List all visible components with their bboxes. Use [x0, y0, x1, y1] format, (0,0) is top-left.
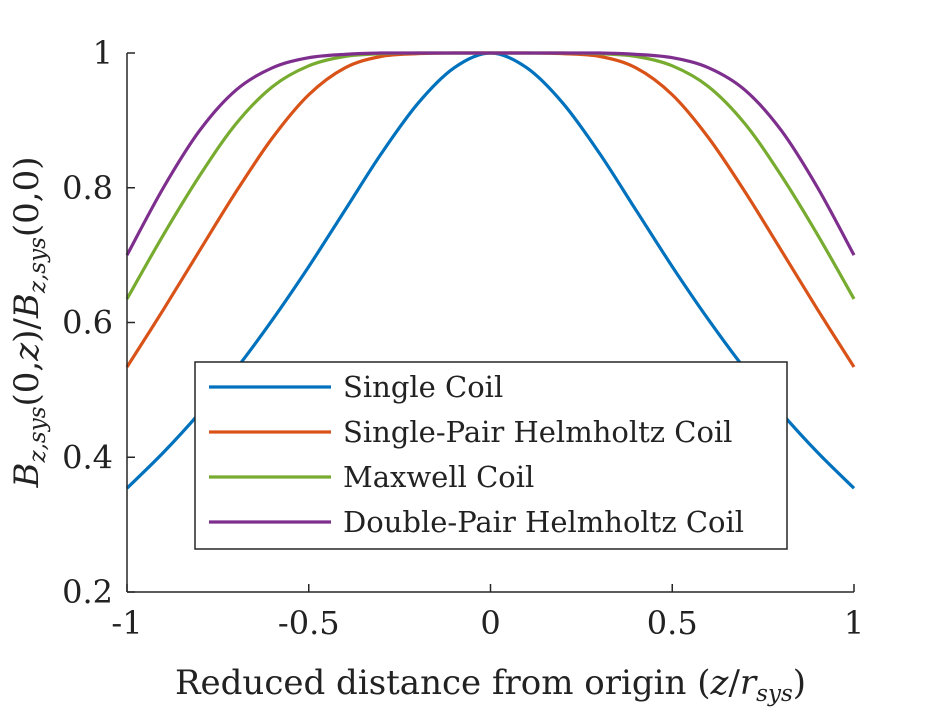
y-tick-label: 0.4 [62, 438, 113, 476]
legend-label: Single Coil [343, 370, 503, 404]
y-tick-label: 0.8 [62, 169, 113, 207]
x-tick-label: 1 [844, 604, 864, 642]
y-tick-label: 0.6 [62, 304, 113, 342]
x-axis-label: Reduced distance from origin (z/rsys) [175, 663, 806, 707]
legend-label: Maxwell Coil [343, 460, 534, 494]
y-tick-label: 1 [93, 34, 113, 72]
x-tick-label: -0.5 [278, 604, 340, 642]
series-layer [125, 51, 856, 490]
series-line-4 [125, 51, 856, 256]
x-tick-label: 0 [480, 604, 500, 642]
legend: Single Coil Single-Pair Helmholtz Coil Max… [194, 361, 788, 550]
y-tick-label: 0.2 [62, 573, 113, 611]
axes-layer: -1 -0.5 0 0.5 1 0.2 0.4 0.6 0.8 1 Reduced distance… [7, 34, 864, 707]
x-tick-label: -1 [111, 604, 142, 642]
x-tick-label: 0.5 [647, 604, 698, 642]
legend-box [194, 361, 788, 550]
legend-label: Single-Pair Helmholtz Coil [343, 415, 732, 449]
y-axis-label: Bz,sys(0,z)/Bz,sys(0,0) [7, 156, 51, 488]
legend-label: Double-Pair Helmholtz Coil [343, 505, 744, 539]
series-line-2 [125, 51, 856, 368]
